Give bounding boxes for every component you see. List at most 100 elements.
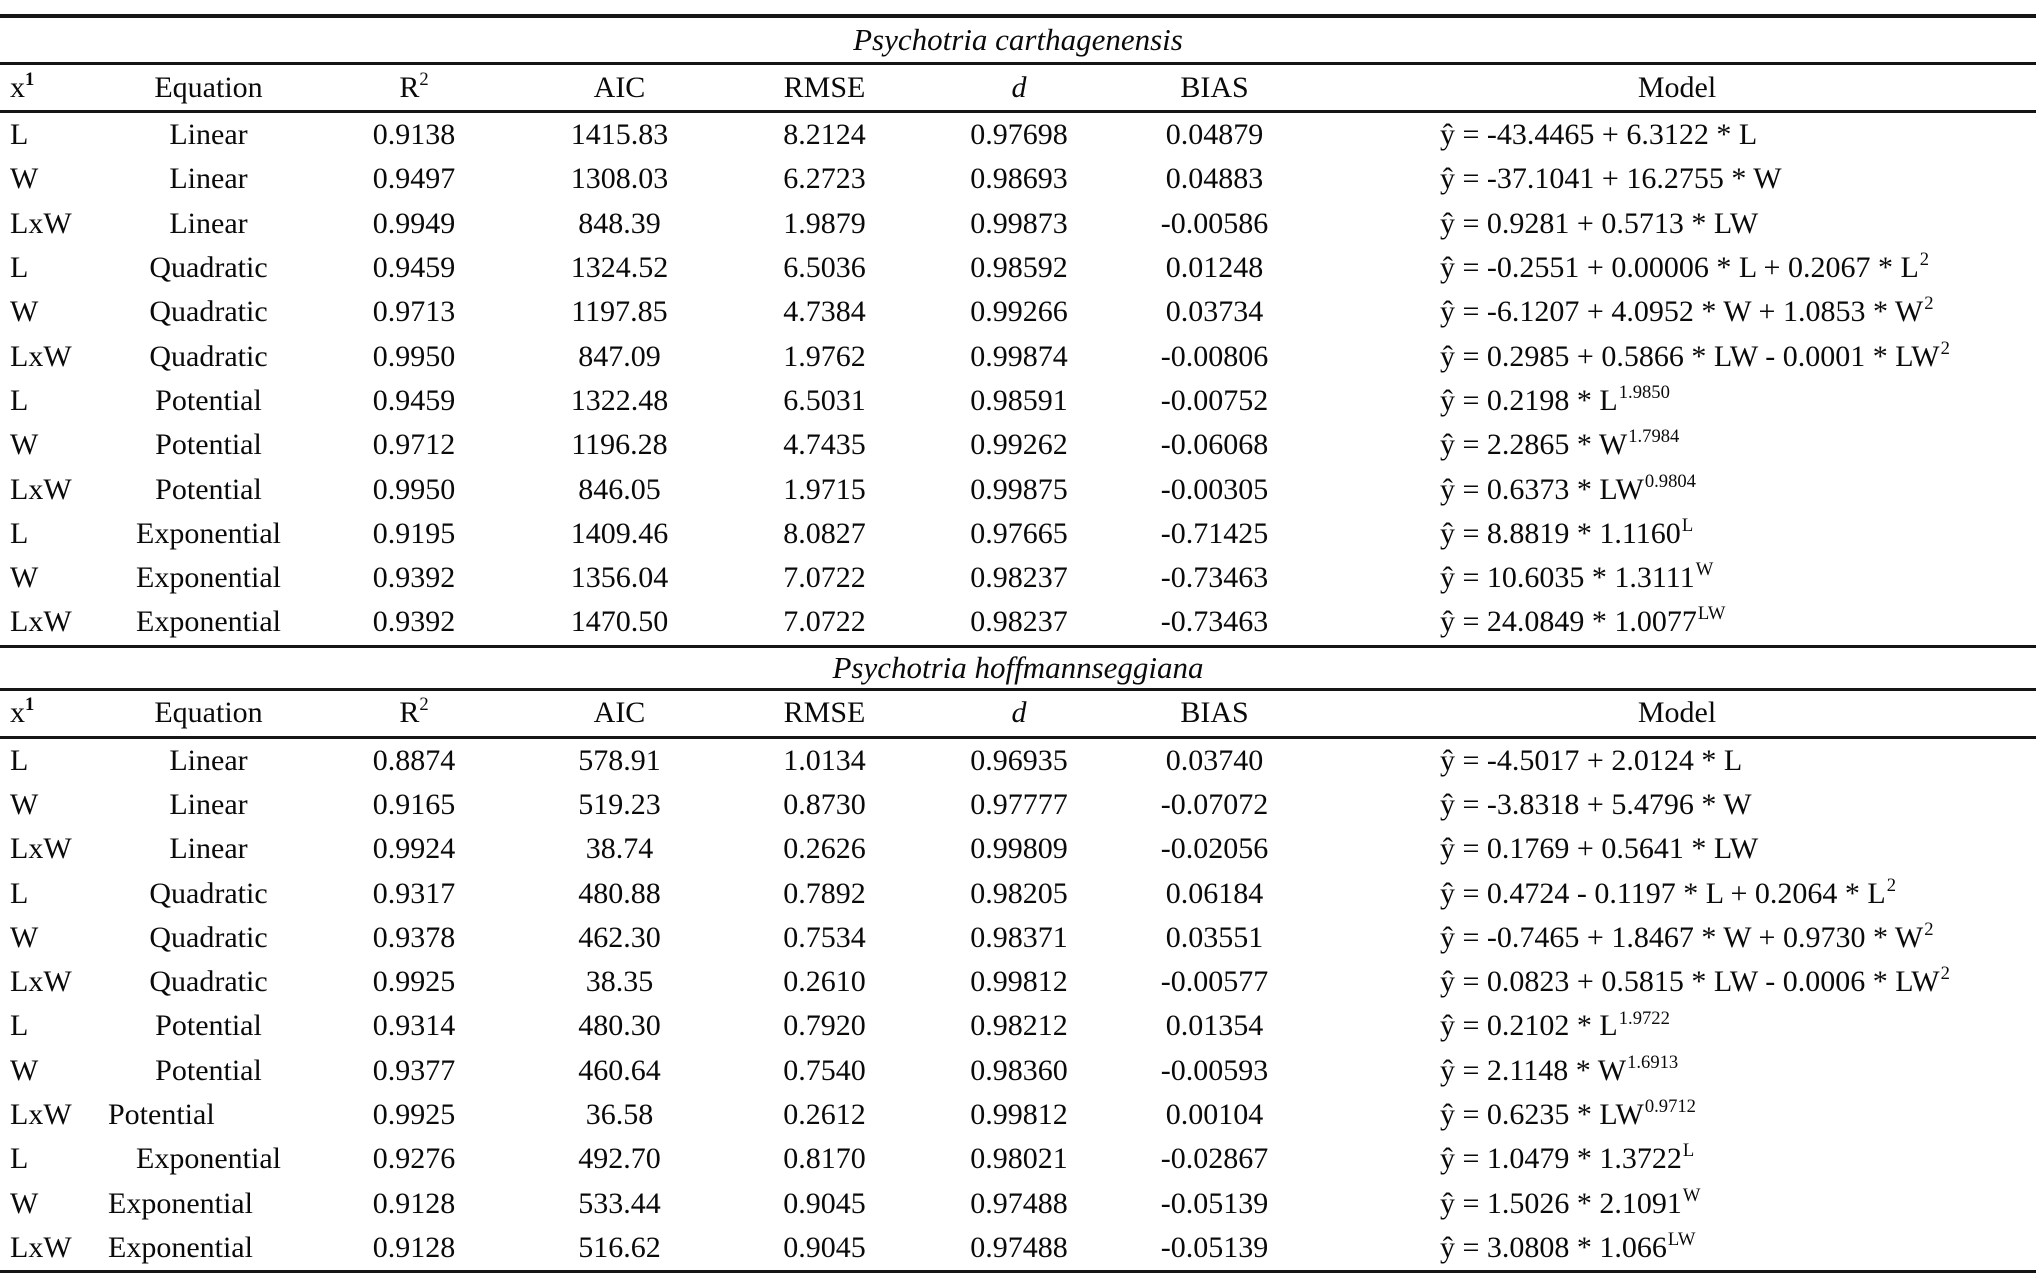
model-equation-text: ŷ = -0.2551 + 0.00006 * L + 0.2067 * L: [1440, 251, 1919, 285]
cell-d-value: 0.98205: [970, 876, 1068, 910]
model-equation-text: ŷ = 0.1769 + 0.5641 * LW: [1440, 832, 1759, 866]
cell-model-equation: ŷ = 0.2985 + 0.5866 * LW - 0.0001 * LW2: [1318, 337, 2036, 374]
cell-rmse-value: 8.0827: [783, 516, 866, 550]
cell-r2-value: 0.9314: [372, 1009, 456, 1043]
cell-rmse-value: 7.0722: [783, 605, 866, 639]
cell-aic-value: 1197.85: [571, 295, 668, 329]
cell-bias-value: -0.00577: [1160, 965, 1269, 999]
cell-equation-type: Linear: [169, 206, 248, 240]
cell-aic-value: 38.74: [585, 832, 654, 866]
cell-aic-value: 38.35: [585, 965, 654, 999]
model-equation-text: ŷ = 0.9281 + 0.5713 * LW: [1440, 206, 1759, 240]
cell-r2-value: 0.9459: [372, 383, 456, 417]
species-title-carthagenensis: Psychotria carthagenensis: [0, 18, 2036, 62]
model-exponent: 2: [1886, 874, 1897, 896]
cell-aic-value: 578.91: [578, 743, 661, 777]
cell-rmse-value: 0.7920: [783, 1009, 866, 1043]
table2-body: L Linear 0.8874 578.91 1.0134 0.96935 0.…: [0, 739, 2036, 1271]
cell-aic-value: 492.70: [578, 1142, 661, 1176]
cell-aic-value: 516.62: [578, 1230, 661, 1264]
model-equation-text: ŷ = -4.5017 + 2.0124 * L: [1440, 743, 1743, 777]
cell-aic-value: 1356.04: [570, 561, 669, 595]
cell-x-variable: LxW: [10, 339, 72, 373]
cell-model-equation: ŷ = 2.2865 * W1.7984: [1318, 427, 2036, 462]
cell-r2-value: 0.9925: [372, 1098, 456, 1132]
cell-r2-value: 0.9195: [372, 516, 456, 550]
cell-x-variable: W: [10, 788, 39, 821]
cell-r2-value: 0.9276: [372, 1142, 456, 1176]
table1-header-row: x1 Equation R2 AIC RMSE d BIAS Model: [0, 65, 2036, 110]
cell-model-equation: ŷ = -3.8318 + 5.4796 * W: [1318, 788, 2036, 822]
cell-r2-value: 0.9165: [372, 788, 456, 821]
column-header-d: d: [1011, 696, 1027, 730]
cell-rmse-value: 1.0134: [783, 743, 866, 777]
model-exponent: 0.9712: [1644, 1096, 1696, 1118]
cell-model-equation: ŷ = 0.6235 * LW0.9712: [1318, 1096, 2036, 1132]
cell-aic-value: 846.05: [578, 472, 661, 506]
cell-rmse-value: 7.0722: [783, 561, 866, 595]
cell-bias-value: 0.04883: [1165, 162, 1264, 196]
cell-x-variable: L: [10, 1009, 29, 1043]
cell-d-value: 0.97665: [970, 516, 1068, 550]
cell-rmse-value: 4.7384: [783, 295, 866, 329]
cell-aic-value: 1308.03: [570, 162, 669, 196]
model-equation-text: ŷ = -43.4465 + 6.3122 * L: [1440, 118, 1758, 152]
cell-x-variable: L: [10, 251, 29, 285]
cell-x-variable: L: [10, 118, 29, 152]
cell-rmse-value: 4.7435: [783, 428, 866, 462]
cell-d-value: 0.99874: [970, 339, 1068, 373]
cell-model-equation: ŷ = 0.9281 + 0.5713 * LW: [1318, 207, 2036, 241]
cell-r2-value: 0.9392: [372, 561, 456, 595]
cell-model-equation: ŷ = 10.6035 * 1.3111W: [1318, 560, 2036, 595]
cell-equation-type: Quadratic: [149, 295, 268, 329]
cell-bias-value: -0.02056: [1160, 832, 1269, 866]
column-header-d: d: [1011, 70, 1027, 104]
cell-r2-value: 0.9924: [372, 832, 456, 866]
cell-x-variable: L: [10, 743, 29, 777]
column-header-aic: AIC: [593, 696, 646, 730]
cell-bias-value: -0.02867: [1160, 1142, 1269, 1176]
table-row: L Linear 0.8874 578.91 1.0134 0.96935 0.…: [0, 739, 2036, 783]
cell-model-equation: ŷ = 2.1148 * W1.6913: [1318, 1053, 2036, 1088]
column-header-equation: Equation: [154, 70, 263, 104]
column-header-equation: Equation: [154, 696, 263, 730]
cell-rmse-value: 6.5031: [783, 383, 866, 417]
cell-rmse-value: 1.9715: [783, 472, 866, 506]
cell-d-value: 0.98693: [970, 162, 1068, 196]
cell-equation-type: Quadratic: [149, 876, 268, 910]
cell-aic-value: 460.64: [578, 1053, 661, 1087]
cell-r2-value: 0.9950: [372, 472, 456, 506]
cell-model-equation: ŷ = 1.5026 * 2.1091W: [1318, 1186, 2036, 1221]
cell-d-value: 0.96935: [970, 743, 1068, 777]
cell-aic-value: 480.88: [578, 876, 661, 910]
cell-equation-type: Linear: [169, 832, 248, 866]
column-header-r2: R2: [399, 694, 429, 730]
species-title-text: Psychotria carthagenensis: [853, 22, 1183, 57]
cell-rmse-value: 0.8730: [783, 788, 866, 821]
table-row: LxW Potential 0.9925 36.58 0.2612 0.9981…: [0, 1093, 2036, 1137]
cell-aic-value: 1322.48: [570, 383, 669, 417]
cell-x-variable: LxW: [10, 472, 72, 506]
table-row: LxW Quadratic 0.9950 847.09 1.9762 0.998…: [0, 334, 2036, 378]
column-header-bias: BIAS: [1180, 696, 1249, 730]
cell-rmse-value: 8.2124: [783, 118, 866, 152]
table-row: W Potential 0.9712 1196.28 4.7435 0.9926…: [0, 423, 2036, 467]
model-exponent: 1.9722: [1618, 1007, 1670, 1029]
cell-d-value: 0.98371: [970, 920, 1068, 954]
cell-r2-value: 0.9459: [372, 251, 456, 285]
cell-rmse-value: 0.7540: [783, 1053, 866, 1087]
model-exponent: LW: [1697, 603, 1726, 625]
model-exponent: 2: [1940, 337, 1950, 359]
cell-bias-value: 0.01354: [1165, 1009, 1264, 1043]
model-exponent: 2: [1924, 918, 1934, 940]
table-row: LxW Exponential 0.9128 516.62 0.9045 0.9…: [0, 1226, 2036, 1270]
species-title-text: Psychotria hoffmannseggiana: [832, 649, 1204, 685]
column-header-r2: R2: [399, 68, 429, 104]
cell-r2-value: 0.9712: [372, 428, 456, 462]
column-header-model: Model: [1637, 696, 1717, 730]
cell-model-equation: ŷ = 3.0808 * 1.066LW: [1318, 1230, 2036, 1265]
cell-aic-value: 1470.50: [570, 605, 669, 639]
cell-x-variable: L: [10, 1142, 29, 1176]
model-equation-text: ŷ = 24.0849 * 1.0077: [1440, 605, 1697, 639]
